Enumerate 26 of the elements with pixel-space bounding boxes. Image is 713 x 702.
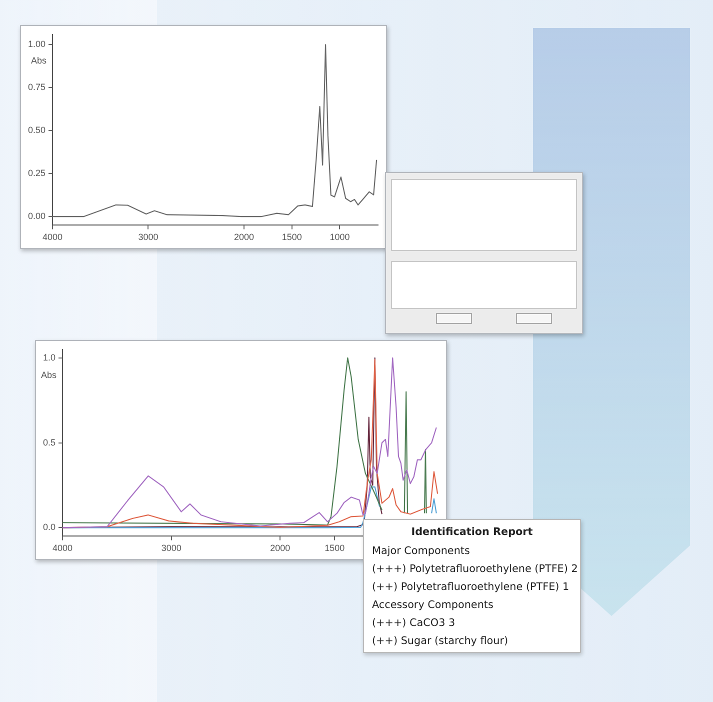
y-tick-label: 0.75	[28, 82, 46, 92]
y-tick-label: 1.0	[42, 352, 56, 362]
text: Identification Report	[410, 526, 534, 538]
y-tick-label: 0.5	[42, 437, 56, 448]
x-tick-label: 1500	[282, 232, 302, 242]
x-tick-label: 3000	[138, 232, 158, 242]
text: (+++) Polytetrafluoroethylene (PTFE) 2	[372, 562, 578, 577]
x-tick-label: 4000	[42, 232, 63, 242]
y-tick-label: 0.25	[28, 168, 46, 178]
y-tick-label: 0.50	[28, 125, 46, 136]
y-tick-label: 1.00	[28, 39, 46, 50]
x-tick-label: 2000	[270, 543, 290, 554]
x-tick-label: 3000	[161, 543, 182, 554]
x-tick-label: 1000	[330, 232, 350, 242]
text: (+++) CaCO3 3	[372, 616, 456, 631]
x-tick-label: 2000	[234, 232, 254, 242]
text: Accessory Components	[372, 598, 494, 613]
y-tick-label: 0.0	[42, 522, 56, 532]
text: (++) Polytetrafluoroethylene (PTFE) 1	[372, 580, 570, 595]
x-tick-label: 4000	[52, 543, 73, 554]
y-axis-title: Abs	[40, 370, 58, 380]
y-tick-label: 0.00	[28, 211, 46, 222]
text: Major Components	[372, 544, 471, 559]
x-tick-label: 1500	[324, 543, 345, 554]
y-axis-title: Abs	[31, 56, 48, 66]
text: (++) Sugar (starchy flour)	[372, 634, 510, 649]
